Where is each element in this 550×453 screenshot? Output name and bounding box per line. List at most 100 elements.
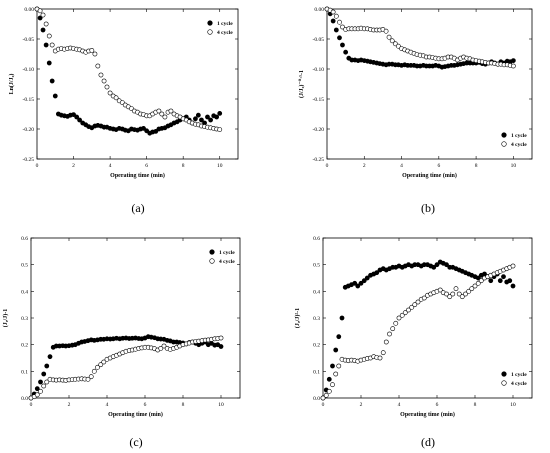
x-tick-label: 10: [218, 402, 224, 408]
point-1-cycle: [46, 60, 52, 66]
y-tick-label: 0.0: [21, 396, 28, 402]
y-axis-label: (J₀/J)-1: [2, 309, 9, 327]
point-4-cycle: [393, 320, 399, 326]
point-4-cycle: [44, 379, 50, 385]
point-4-cycle: [41, 383, 47, 389]
point-1-cycle: [218, 344, 224, 349]
x-tick-label: 4: [398, 402, 401, 408]
point-4-cycle: [466, 288, 472, 294]
x-tick-label: 10: [511, 163, 517, 169]
x-tick-label: 2: [360, 402, 363, 408]
point-4-cycle: [161, 343, 167, 349]
point-1-cycle: [510, 283, 516, 289]
plot-frame: [36, 8, 239, 160]
legend-marker: [501, 132, 507, 138]
legend-label: 4 cycle: [219, 259, 235, 265]
y-tick-label: -0.15: [313, 97, 325, 103]
point-4-cycle: [49, 42, 55, 48]
point-4-cycle: [406, 307, 411, 313]
point-1-cycle: [193, 116, 198, 122]
point-1-cycle: [77, 117, 82, 123]
y-tick-label: -0.10: [23, 67, 35, 73]
legend-label: 1 cycle: [511, 133, 527, 139]
x-tick-label: 6: [145, 163, 148, 169]
point-4-cycle: [326, 388, 332, 394]
legend-marker: [501, 371, 507, 377]
y-tick-label: 0.3: [21, 316, 28, 322]
x-tick-label: 4: [400, 163, 403, 169]
point-4-cycle: [323, 392, 329, 398]
point-4-cycle: [421, 295, 427, 301]
y-tick-label: 0.4: [313, 289, 320, 295]
point-1-cycle: [497, 278, 503, 284]
point-1-cycle: [43, 42, 49, 48]
point-4-cycle: [40, 12, 46, 18]
point-4-cycle: [456, 291, 462, 297]
point-4-cycle: [43, 21, 49, 27]
point-1-cycle: [205, 114, 210, 120]
legend-label: 4 cycle: [217, 30, 233, 36]
point-4-cycle: [437, 287, 443, 293]
x-tick-label: 0: [322, 402, 325, 408]
point-4-cycle: [89, 48, 95, 53]
point-4-cycle: [330, 382, 335, 388]
point-4-cycle: [472, 283, 478, 289]
point-4-cycle: [98, 72, 104, 78]
point-4-cycle: [337, 19, 342, 25]
point-1-cycle: [47, 354, 53, 360]
panel-c: 0 2 4 6 8 10 0.0 0.1 0.2 0.3 0.4 0.5 0.6 Operating ti…: [2, 236, 241, 449]
y-tick-label: 0.5: [21, 263, 28, 269]
y-tick-label: 0.00: [314, 7, 324, 13]
point-4-cycle: [478, 278, 484, 284]
point-1-cycle: [208, 117, 213, 123]
x-tick-label: 6: [437, 163, 440, 169]
point-1-cycle: [333, 347, 339, 353]
point-1-cycle: [355, 283, 361, 289]
point-4-cycle: [88, 374, 94, 380]
point-4-cycle: [415, 299, 421, 305]
point-1-cycle: [343, 49, 349, 55]
point-1-cycle: [214, 114, 220, 120]
point-4-cycle: [387, 331, 392, 337]
y-tick-label: -0.05: [23, 37, 35, 43]
point-1-cycle: [374, 270, 380, 276]
y-tick-label: -0.25: [23, 157, 35, 163]
x-tick-label: 0: [36, 163, 39, 169]
plot-frame: [326, 8, 533, 160]
point-1-cycle: [41, 371, 47, 377]
point-4-cycle: [38, 388, 43, 394]
point-4-cycle: [333, 13, 339, 19]
point-4-cycle: [380, 350, 386, 356]
x-tick-label: 8: [182, 163, 185, 169]
point-4-cycle: [159, 111, 165, 117]
y-tick-label: 0.4: [21, 289, 28, 295]
point-1-cycle: [364, 275, 370, 281]
point-1-cycle: [38, 379, 43, 385]
point-1-cycle: [336, 334, 342, 340]
point-1-cycle: [337, 35, 342, 41]
point-4-cycle: [217, 127, 223, 133]
point-4-cycle: [95, 63, 101, 69]
point-4-cycle: [91, 368, 97, 374]
y-tick-label: -0.10: [313, 67, 325, 73]
point-4-cycle: [395, 43, 401, 49]
point-4-cycle: [475, 280, 481, 286]
point-4-cycle: [330, 9, 336, 15]
point-4-cycle: [85, 376, 91, 382]
y-tick-label: 0.3: [313, 316, 320, 322]
point-4-cycle: [101, 359, 107, 365]
point-1-cycle: [52, 93, 58, 99]
y-tick-label: 0.5: [313, 263, 320, 269]
legend-label: 4 cycle: [511, 381, 527, 387]
y-tick-label: 0.1: [313, 369, 320, 375]
point-4-cycle: [113, 95, 119, 101]
point-4-cycle: [218, 335, 224, 341]
point-4-cycle: [510, 63, 516, 69]
y-tick-label: -0.20: [313, 127, 325, 133]
point-4-cycle: [444, 291, 449, 297]
x-tick-label: 6: [436, 402, 439, 408]
point-1-cycle: [475, 275, 481, 281]
point-4-cycle: [447, 294, 453, 300]
point-1-cycle: [34, 386, 40, 392]
